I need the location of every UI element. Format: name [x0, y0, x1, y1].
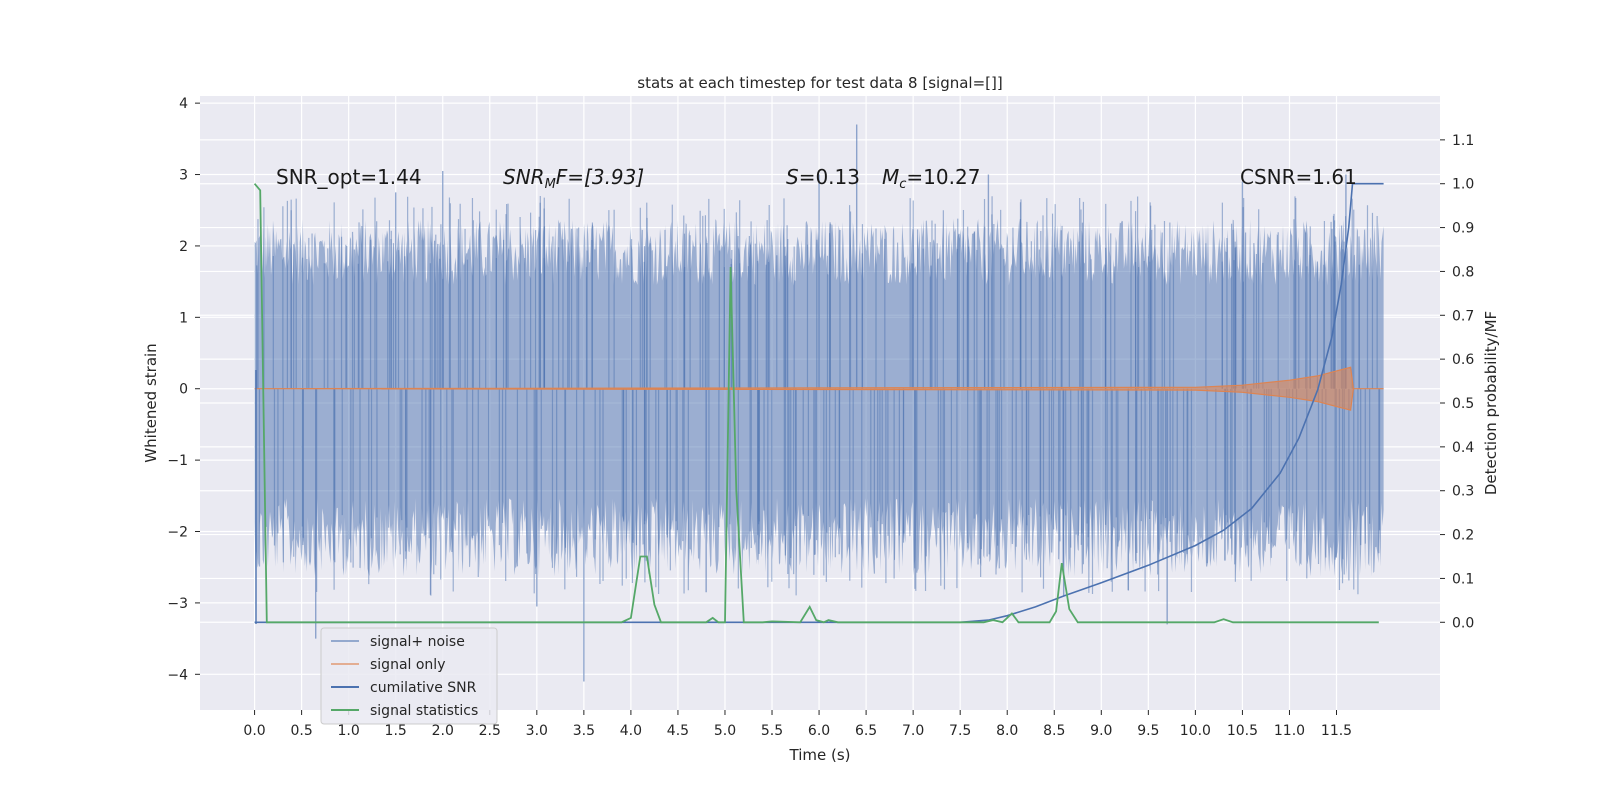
y-tick-label: 1	[179, 310, 188, 326]
y-right-axis-label: Detection probability/MF	[1482, 311, 1500, 495]
series-signal-only	[254, 366, 1384, 411]
legend-box	[320, 627, 498, 725]
y-tick-label: 4	[179, 96, 188, 112]
y-tick-label: −2	[167, 525, 188, 541]
x-tick-label: 11.5	[1321, 723, 1352, 739]
x-tick-label: 1.0	[338, 723, 360, 739]
x-tick-label: 10.5	[1227, 723, 1258, 739]
x-tick-label: 0.5	[290, 723, 312, 739]
x-tick-label: 0.0	[243, 723, 265, 739]
x-tick-label: 10.0	[1180, 723, 1211, 739]
x-tick-label: 6.0	[808, 723, 830, 739]
y-tick-label: 3	[179, 168, 188, 184]
x-tick-label: 4.0	[620, 723, 642, 739]
x-tick-label: 5.5	[761, 723, 783, 739]
x-tick-label: 8.0	[996, 723, 1018, 739]
y-right-tick-label: 0.1	[1452, 571, 1474, 587]
y-right-tick-label: 0.3	[1452, 484, 1474, 500]
y-right-tick-label: 0.5	[1452, 396, 1474, 412]
y-right-tick-label: 0.4	[1452, 440, 1474, 456]
x-tick-label: 2.0	[432, 723, 454, 739]
series-cumulative-snr	[254, 182, 1384, 624]
y-right-tick-label: 0.6	[1452, 352, 1474, 368]
legend-label-signal-only: signal only	[370, 657, 445, 673]
x-tick-label: 2.5	[479, 723, 501, 739]
x-tick-labels: 0.0 0.5 1.0 1.5 2.0 2.5 3.0 3.5 4.0 4.5 5.0 5.5 6.0 6…	[243, 710, 1352, 739]
x-tick-label: 3.5	[573, 723, 595, 739]
y-right-tick-label: 0.9	[1452, 221, 1474, 237]
y-right-tick-labels: 0.0 0.1 0.2 0.3 0.4 0.5 0.6 0.7 0.8 0.9 1.0 1.1	[1440, 133, 1474, 631]
y-right-tick-label: 0.2	[1452, 528, 1474, 544]
annotation-snr-mf: SNRMF=[3.93]	[503, 165, 644, 192]
chart-title: stats at each timestep for test data 8 […	[637, 74, 1002, 92]
x-tick-label: 3.0	[526, 723, 548, 739]
annotation-csnr: CSNR=1.61	[1240, 165, 1357, 189]
x-tick-label: 6.5	[855, 723, 877, 739]
y-tick-label: 0	[179, 382, 188, 398]
x-tick-label: 4.5	[667, 723, 689, 739]
y-right-tick-label: 0.8	[1452, 264, 1474, 280]
series-signal-noise-spikes	[256, 124, 1381, 682]
legend-label-signal-noise: signal+ noise	[370, 634, 465, 650]
legend-label-cumulative-snr: cumilative SNR	[370, 680, 477, 696]
legend: signal+ noise signal only cumilative SNR…	[320, 627, 498, 725]
x-tick-label: 11.0	[1274, 723, 1305, 739]
annotation-mc: Mc=10.27	[882, 165, 980, 192]
annotation-s: S=0.13	[786, 165, 860, 189]
x-axis-label: Time (s)	[789, 746, 851, 764]
y-right-tick-label: 1.1	[1452, 133, 1474, 149]
y-tick-labels: 4 3 2 1 0 −1 −2 −3 −4	[167, 96, 200, 683]
legend-label-signal-statistics: signal statistics	[370, 703, 478, 719]
x-tick-label: 5.0	[714, 723, 736, 739]
y-right-tick-label: 0.7	[1452, 308, 1474, 324]
x-tick-label: 8.5	[1043, 723, 1065, 739]
y-tick-label: −3	[167, 596, 188, 612]
x-tick-label: 9.0	[1090, 723, 1112, 739]
y-right-tick-label: 1.0	[1452, 177, 1474, 193]
series-signal-statistics	[253, 183, 1379, 624]
x-tick-label: 9.5	[1137, 723, 1159, 739]
y-right-tick-label: 0.0	[1452, 615, 1474, 631]
x-tick-label: 7.5	[949, 723, 971, 739]
y-tick-label: 2	[179, 239, 188, 255]
x-tick-label: 1.5	[385, 723, 407, 739]
y-axis-label: Whitened strain	[142, 343, 160, 462]
annotation-snr-opt: SNR_opt=1.44	[276, 165, 422, 189]
y-tick-label: −4	[167, 667, 188, 683]
y-tick-label: −1	[167, 453, 188, 469]
x-tick-label: 7.0	[902, 723, 924, 739]
